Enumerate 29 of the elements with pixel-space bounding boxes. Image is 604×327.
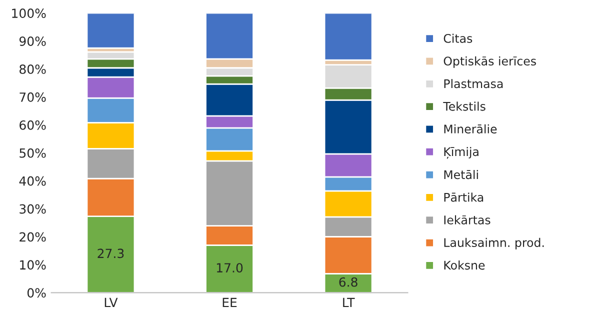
legend-label: Tekstils (443, 102, 486, 111)
legend-label: Ķīmija (444, 146, 478, 159)
y-tick-label: 50% (20, 148, 46, 158)
y-tick-label: 0% (27, 288, 46, 298)
y-tick-label: 40% (19, 176, 46, 186)
legend-label: Optiskās ierīces (444, 56, 536, 68)
legend-label: Metāli (444, 170, 478, 180)
legend-label: Iekārtas (444, 215, 490, 224)
legend-label: Pārtika (444, 192, 484, 202)
data-label: 27.3 (98, 248, 124, 258)
y-tick-label: 30% (20, 204, 46, 214)
x-tick-label: LT (343, 298, 355, 308)
data-label: 17.0 (216, 263, 243, 273)
y-tick-label: 70% (20, 92, 46, 102)
legend-label: Lauksaimn. prod. (444, 238, 544, 250)
legend-label: Minerālie (444, 124, 497, 134)
y-tick-label: 10% (20, 260, 46, 270)
y-tick-label: 60% (20, 120, 46, 130)
y-tick-label: 20% (20, 232, 46, 242)
y-tick-label: 100% (12, 8, 46, 18)
y-tick-label: 80% (20, 64, 46, 74)
legend-label: Plastmasa (444, 79, 503, 88)
y-tick-label: 90% (19, 36, 46, 46)
bar (86, 13, 136, 49)
legend-label: Koksne (444, 260, 485, 270)
x-tick-label: LV (104, 298, 118, 308)
legend-label: Citas (444, 34, 472, 43)
data-label: 6.8 (339, 277, 358, 287)
x-tick-label: EE (222, 298, 237, 308)
